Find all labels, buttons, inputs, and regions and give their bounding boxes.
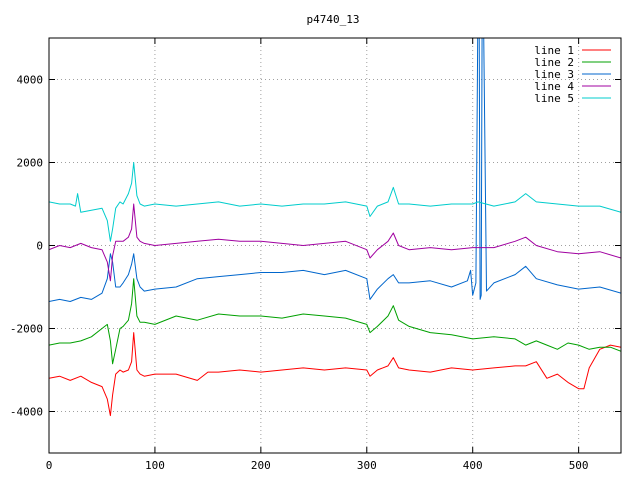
series-group	[49, 38, 621, 417]
y-tick-label: -4000	[10, 406, 43, 419]
series-line-5	[49, 162, 621, 242]
y-tick-label: 2000	[17, 157, 44, 170]
x-tick-label: 400	[463, 459, 483, 472]
x-tick-label: 200	[251, 459, 271, 472]
series-line-4	[49, 203, 621, 282]
y-tick-label: 4000	[17, 74, 44, 87]
grid	[49, 38, 621, 453]
legend-label: line 4	[534, 80, 574, 93]
legend-label: line 2	[534, 56, 574, 69]
legend-label: line 1	[534, 44, 574, 57]
series-line-2	[49, 278, 621, 365]
x-tick-label: 100	[145, 459, 165, 472]
legend-label: line 5	[534, 92, 574, 105]
y-tick-label: -2000	[10, 323, 43, 336]
series-line-3	[49, 38, 621, 302]
x-tick-label: 0	[46, 459, 53, 472]
chart-title: p4740_13	[307, 13, 360, 26]
y-tick-label: 0	[36, 240, 43, 253]
axis-ticks: 0 100 200 300 400 500 -4000 -2000 0 2000 4000	[10, 38, 621, 472]
x-tick-label: 500	[569, 459, 589, 472]
x-tick-label: 300	[357, 459, 377, 472]
legend-label: line 3	[534, 68, 574, 81]
series-line-1	[49, 332, 621, 417]
